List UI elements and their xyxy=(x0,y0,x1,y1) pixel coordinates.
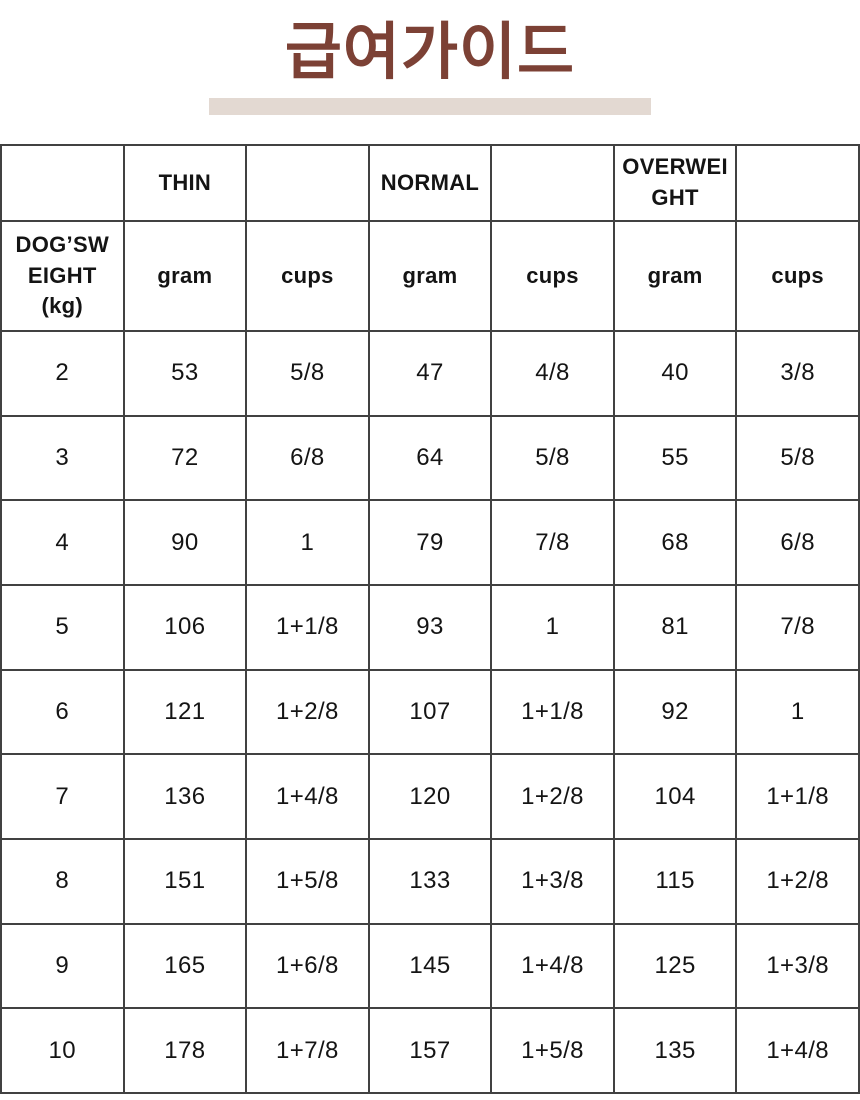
table-row: 2 53 5/8 47 4/8 40 3/8 xyxy=(0,329,860,417)
table-cell: 157 xyxy=(367,1007,493,1094)
table-cell: 120 xyxy=(367,753,493,840)
table-cell: 6/8 xyxy=(735,499,860,586)
header-cell-gram-normal: gram xyxy=(367,219,493,332)
table-row: 9 165 1+6/8 145 1+4/8 125 1+3/8 xyxy=(0,922,860,1010)
table-cell: 1 xyxy=(735,668,860,756)
header-cell-empty xyxy=(735,143,860,222)
feeding-guide-table: THIN NORMAL OVERWEI GHT DOG’SW EIGHT (kg… xyxy=(0,143,860,1094)
table-cell: 107 xyxy=(367,668,493,756)
table-cell: 1+6/8 xyxy=(245,922,370,1010)
table-cell: 92 xyxy=(612,668,738,756)
table-cell: 4 xyxy=(0,499,125,586)
table-cell: 81 xyxy=(612,583,738,671)
table-cell: 1+1/8 xyxy=(245,583,370,671)
table-cell: 3 xyxy=(0,414,125,502)
title-underline-bar xyxy=(209,97,651,115)
header-cell-empty xyxy=(245,143,370,222)
table-cell: 1+2/8 xyxy=(735,837,860,925)
table-cell: 90 xyxy=(122,499,248,586)
header-cell-cups-normal: cups xyxy=(490,219,615,332)
table-cell: 136 xyxy=(122,753,248,840)
header-cell-cups-overweight: cups xyxy=(735,219,860,332)
table-cell: 53 xyxy=(122,329,248,417)
table-cell: 151 xyxy=(122,837,248,925)
header-cell-empty xyxy=(490,143,615,222)
table-cell: 1+3/8 xyxy=(735,922,860,1010)
table-cell: 178 xyxy=(122,1007,248,1094)
header-cell-overweight: OVERWEI GHT xyxy=(612,143,738,222)
table-body: 2 53 5/8 47 4/8 40 3/8 3 72 6/8 64 5/8 55 5/8 4 90 1 79 7/… xyxy=(0,329,860,1094)
table-row: 3 72 6/8 64 5/8 55 5/8 xyxy=(0,414,860,502)
table-cell: 8 xyxy=(0,837,125,925)
table-cell: 40 xyxy=(612,329,738,417)
header-cell-normal: NORMAL xyxy=(367,143,493,222)
table-cell: 55 xyxy=(612,414,738,502)
table-cell: 1+1/8 xyxy=(735,753,860,840)
table-cell: 7/8 xyxy=(735,583,860,671)
table-cell: 1+4/8 xyxy=(735,1007,860,1094)
table-cell: 1+7/8 xyxy=(245,1007,370,1094)
table-cell: 133 xyxy=(367,837,493,925)
page-title: 급여가이드 xyxy=(284,18,576,87)
table-cell: 7 xyxy=(0,753,125,840)
table-cell: 106 xyxy=(122,583,248,671)
table-cell: 1+2/8 xyxy=(490,753,615,840)
header-cell-empty xyxy=(0,143,125,222)
table-row: 8 151 1+5/8 133 1+3/8 115 1+2/8 xyxy=(0,837,860,925)
table-cell: 47 xyxy=(367,329,493,417)
table-row: 4 90 1 79 7/8 68 6/8 xyxy=(0,499,860,586)
table-cell: 1+2/8 xyxy=(245,668,370,756)
table-cell: 1+5/8 xyxy=(245,837,370,925)
table-cell: 79 xyxy=(367,499,493,586)
table-cell: 5/8 xyxy=(490,414,615,502)
table-header-row-conditions: THIN NORMAL OVERWEI GHT xyxy=(0,143,860,222)
table-row: 7 136 1+4/8 120 1+2/8 104 1+1/8 xyxy=(0,753,860,840)
table-cell: 72 xyxy=(122,414,248,502)
table-cell: 93 xyxy=(367,583,493,671)
table-cell: 115 xyxy=(612,837,738,925)
table-cell: 1 xyxy=(490,583,615,671)
table-cell: 5 xyxy=(0,583,125,671)
table-cell: 5/8 xyxy=(245,329,370,417)
table-cell: 104 xyxy=(612,753,738,840)
table-cell: 1+4/8 xyxy=(245,753,370,840)
table-cell: 121 xyxy=(122,668,248,756)
table-cell: 10 xyxy=(0,1007,125,1094)
title-section: 급여가이드 xyxy=(0,0,860,115)
table-cell: 145 xyxy=(367,922,493,1010)
table-cell: 1+1/8 xyxy=(490,668,615,756)
table-cell: 3/8 xyxy=(735,329,860,417)
table-row: 6 121 1+2/8 107 1+1/8 92 1 xyxy=(0,668,860,756)
table-cell: 125 xyxy=(612,922,738,1010)
table-cell: 6/8 xyxy=(245,414,370,502)
table-cell: 1+5/8 xyxy=(490,1007,615,1094)
table-cell: 1+3/8 xyxy=(490,837,615,925)
table-cell: 5/8 xyxy=(735,414,860,502)
table-cell: 135 xyxy=(612,1007,738,1094)
header-cell-gram-overweight: gram xyxy=(612,219,738,332)
table-cell: 4/8 xyxy=(490,329,615,417)
table-cell: 2 xyxy=(0,329,125,417)
header-cell-thin: THIN xyxy=(122,143,248,222)
header-cell-cups-thin: cups xyxy=(245,219,370,332)
table-header-row-units: DOG’SW EIGHT (kg) gram cups gram cups gr… xyxy=(0,219,860,332)
header-cell-gram-thin: gram xyxy=(122,219,248,332)
table-cell: 1+4/8 xyxy=(490,922,615,1010)
header-cell-dogs-weight: DOG’SW EIGHT (kg) xyxy=(0,219,125,332)
table-row: 10 178 1+7/8 157 1+5/8 135 1+4/8 xyxy=(0,1007,860,1094)
table-cell: 7/8 xyxy=(490,499,615,586)
table-row: 5 106 1+1/8 93 1 81 7/8 xyxy=(0,583,860,671)
table-header: THIN NORMAL OVERWEI GHT DOG’SW EIGHT (kg… xyxy=(0,143,860,332)
table-cell: 9 xyxy=(0,922,125,1010)
table-cell: 6 xyxy=(0,668,125,756)
table-cell: 64 xyxy=(367,414,493,502)
table-cell: 1 xyxy=(245,499,370,586)
table-cell: 68 xyxy=(612,499,738,586)
table-cell: 165 xyxy=(122,922,248,1010)
